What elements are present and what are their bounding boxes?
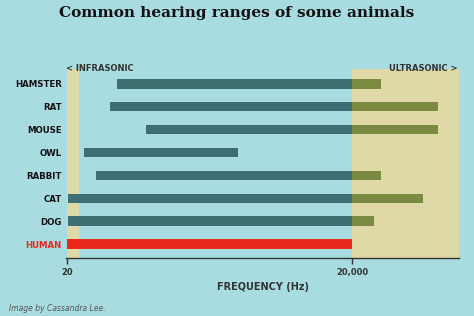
Bar bbox=[67, 69, 79, 258]
Bar bbox=[84, 148, 238, 157]
Bar bbox=[352, 102, 438, 112]
Text: Common hearing ranges of some animals: Common hearing ranges of some animals bbox=[59, 6, 415, 20]
Bar bbox=[96, 171, 352, 180]
Text: < INFRASONIC: < INFRASONIC bbox=[66, 64, 134, 73]
Bar bbox=[67, 240, 352, 249]
Bar bbox=[352, 69, 466, 258]
Bar bbox=[68, 216, 352, 226]
Bar bbox=[110, 102, 352, 112]
Bar bbox=[117, 79, 352, 88]
Text: ULTRASONIC >: ULTRASONIC > bbox=[389, 64, 457, 73]
Bar bbox=[352, 216, 374, 226]
Bar bbox=[68, 193, 352, 203]
Bar bbox=[352, 193, 423, 203]
Text: Image by Cassandra Lee.: Image by Cassandra Lee. bbox=[9, 304, 106, 313]
Bar bbox=[352, 125, 438, 134]
X-axis label: FREQUENCY (Hz): FREQUENCY (Hz) bbox=[217, 282, 309, 292]
Bar bbox=[352, 171, 381, 180]
Bar bbox=[146, 125, 352, 134]
Bar bbox=[352, 79, 381, 88]
